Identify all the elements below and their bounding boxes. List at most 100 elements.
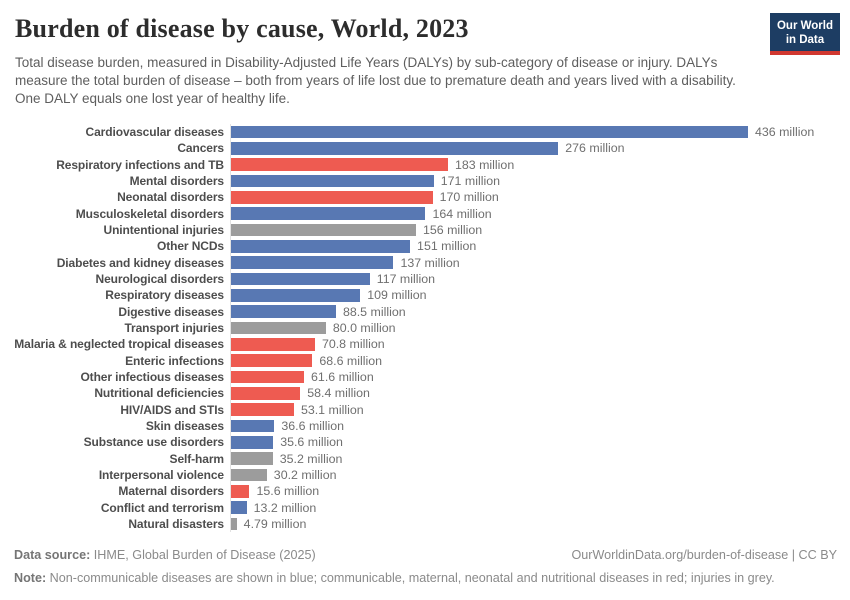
bar-track: 68.6 million — [230, 352, 840, 369]
value-label: 36.6 million — [281, 418, 345, 433]
category-label: Nutritional deficiencies — [94, 386, 224, 401]
bar-row: Neonatal disorders 170 million — [14, 189, 840, 206]
bar-track: 88.5 million — [230, 303, 840, 320]
bar-row: Natural disasters 4.79 million — [14, 515, 840, 533]
category-label: Cancers — [177, 141, 224, 156]
bar-row: Self-harm 35.2 million — [14, 450, 840, 467]
value-label: 109 million — [367, 288, 427, 303]
bar[interactable] — [231, 272, 370, 286]
category-label: Digestive diseases — [118, 304, 224, 319]
bar-row: Respiratory diseases 109 million — [14, 287, 840, 304]
value-label: 35.6 million — [280, 435, 343, 450]
value-label: 15.6 million — [256, 484, 320, 499]
value-label: 4.79 million — [243, 516, 307, 531]
category-label: Other infectious diseases — [80, 369, 224, 384]
value-label: 70.8 million — [321, 337, 385, 352]
value-label: 156 million — [422, 222, 483, 237]
owid-url-link[interactable]: OurWorldinData.org/burden-of-disease | C… — [571, 547, 837, 562]
value-label: 88.5 million — [342, 304, 406, 319]
bar[interactable] — [231, 370, 305, 384]
value-label: 13.2 million — [253, 500, 317, 515]
note-label: Note: — [14, 571, 47, 586]
value-label: 151 million — [417, 239, 477, 254]
bar-track: 15.6 million — [230, 483, 840, 500]
bar[interactable] — [231, 517, 237, 531]
bar-track: 30.2 million — [230, 466, 840, 484]
category-label: Interpersonal violence — [98, 467, 224, 482]
category-label: Musculoskeletal disorders — [75, 206, 224, 221]
category-label: Other NCDs — [156, 239, 224, 254]
value-label: 137 million — [400, 255, 460, 270]
category-label: Maternal disorders — [118, 484, 224, 499]
value-label: 170 million — [439, 190, 499, 205]
bar[interactable] — [231, 403, 294, 416]
value-label: 183 million — [454, 157, 515, 172]
bar-track: 80.0 million — [230, 319, 840, 337]
bar[interactable] — [231, 452, 273, 465]
bar[interactable] — [231, 468, 267, 482]
bar-track: 151 million — [230, 238, 840, 255]
bar-track: 35.6 million — [230, 434, 840, 451]
bar[interactable] — [231, 288, 361, 302]
bar-track: 164 million — [230, 205, 840, 222]
bar[interactable] — [231, 501, 247, 514]
bar-row: Substance use disorders 35.6 million — [14, 434, 840, 451]
bar[interactable] — [231, 305, 336, 319]
bar-row: Cancers 276 million — [14, 140, 840, 157]
bar-track: 13.2 million — [230, 499, 840, 516]
owid-logo-line1: Our World — [776, 20, 833, 32]
category-label: Cardiovascular diseases — [85, 125, 225, 140]
bar-track: 436 million — [230, 123, 840, 141]
category-label: Self-harm — [169, 451, 225, 466]
bar[interactable] — [231, 207, 426, 221]
owid-logo[interactable]: Our World in Data — [769, 13, 840, 56]
bar-track: 183 million — [230, 156, 840, 173]
value-label: 171 million — [440, 174, 500, 188]
category-label: Enteric infections — [125, 353, 224, 368]
data-source-text: IHME, Global Burden of Disease (2025) — [90, 547, 316, 562]
bar[interactable] — [231, 354, 313, 368]
bar-row: Malaria & neglected tropical diseases 70.… — [14, 336, 840, 353]
bar-row: Diabetes and kidney diseases 137 million — [14, 254, 840, 271]
bar[interactable] — [231, 419, 275, 433]
bar-row: Mental disorders 171 million — [14, 172, 840, 190]
category-label: Respiratory infections and TB — [56, 157, 224, 172]
category-label: Diabetes and kidney diseases — [56, 255, 224, 270]
value-label: 276 million — [565, 141, 625, 156]
bar[interactable] — [231, 321, 326, 335]
bar[interactable] — [231, 435, 274, 449]
bar-row: Digestive diseases 88.5 million — [14, 303, 840, 320]
category-label: Substance use disorders — [83, 435, 225, 450]
bar[interactable] — [231, 174, 434, 188]
bar-row: Respiratory infections and TB 183 million — [14, 156, 840, 173]
bar-row: Other NCDs 151 million — [14, 238, 840, 255]
value-label: 436 million — [755, 125, 815, 140]
bar-track: 35.2 million — [230, 450, 840, 467]
value-label: 68.6 million — [319, 353, 383, 368]
bar[interactable] — [231, 484, 250, 498]
bar[interactable] — [231, 337, 315, 351]
chart-footer: Data source: IHME, Global Burden of Dise… — [14, 548, 837, 587]
bar-track: 53.1 million — [230, 401, 840, 418]
bar[interactable] — [231, 256, 394, 270]
bar[interactable] — [231, 223, 416, 237]
bar[interactable] — [231, 141, 559, 155]
category-label: Respiratory diseases — [105, 288, 224, 303]
bar-track: 58.4 million — [230, 385, 840, 402]
bar-row: Maternal disorders 15.6 million — [14, 483, 840, 500]
bar[interactable] — [231, 239, 411, 253]
bar-row: Skin diseases 36.6 million — [14, 417, 840, 435]
value-label: 117 million — [376, 271, 436, 286]
value-label: 35.2 million — [279, 451, 343, 466]
footer-note: Note: Non-communicable diseases are show… — [14, 571, 837, 587]
category-label: Unintentional injuries — [103, 222, 225, 237]
bar-row: Musculoskeletal disorders 164 million — [14, 205, 840, 222]
bar-track: 137 million — [230, 254, 840, 271]
bar[interactable] — [231, 158, 448, 172]
bar-row: Interpersonal violence 30.2 million — [14, 466, 840, 484]
bar[interactable] — [231, 125, 748, 139]
category-label: Skin diseases — [145, 418, 224, 433]
bar[interactable] — [231, 190, 433, 204]
bar[interactable] — [231, 386, 301, 400]
bar-track: 156 million — [230, 221, 840, 239]
